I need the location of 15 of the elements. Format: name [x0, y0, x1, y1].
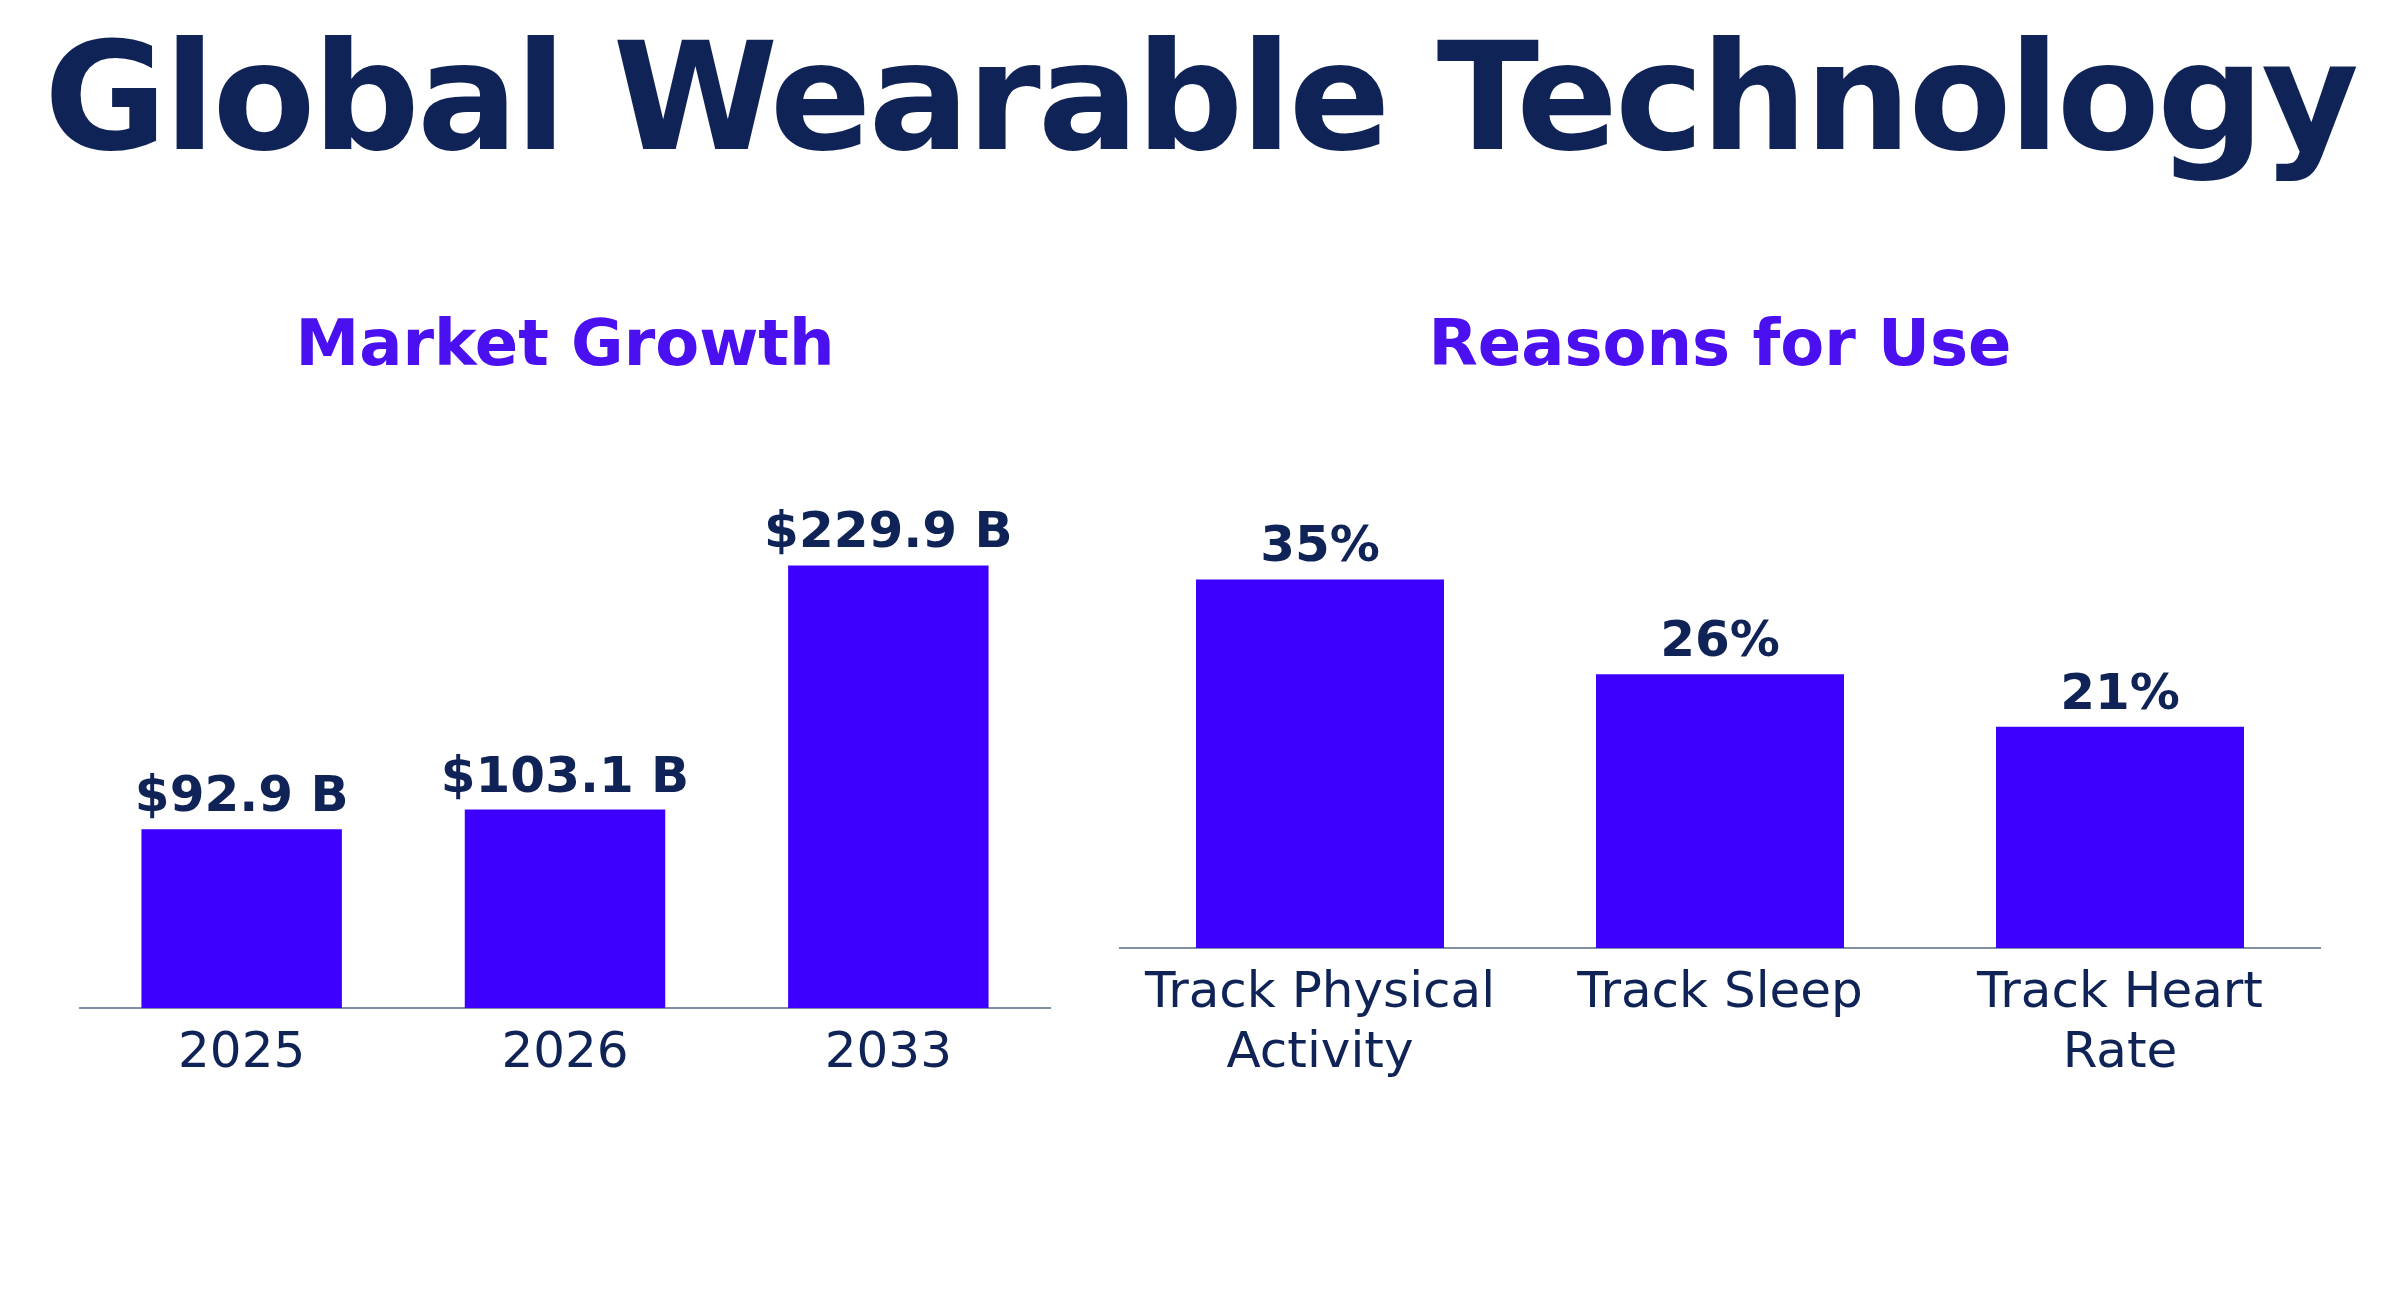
data-label: 21%: [2060, 662, 2180, 721]
chart-title: Market Growth: [295, 306, 835, 381]
data-label: 35%: [1260, 515, 1380, 574]
data-label: $229.9 B: [764, 501, 1013, 560]
data-label: $103.1 B: [440, 745, 690, 804]
chart-title: Reasons for Use: [1428, 306, 2012, 381]
x-tick-label: Track Heart Rate: [1976, 960, 2263, 1079]
x-tick-label: 2033: [824, 1020, 952, 1079]
text: Global Wearable Technology: [42, 10, 2358, 184]
data-label: $92.9 B: [134, 765, 349, 824]
data-label: 26%: [1660, 610, 1780, 669]
x-tick-label: 2025: [178, 1020, 306, 1079]
x-tick-label: Track Physical Activity: [1143, 960, 1496, 1079]
x-tick-label: 2026: [501, 1020, 629, 1079]
x-tick-label: Track Sleep: [1576, 960, 1863, 1019]
